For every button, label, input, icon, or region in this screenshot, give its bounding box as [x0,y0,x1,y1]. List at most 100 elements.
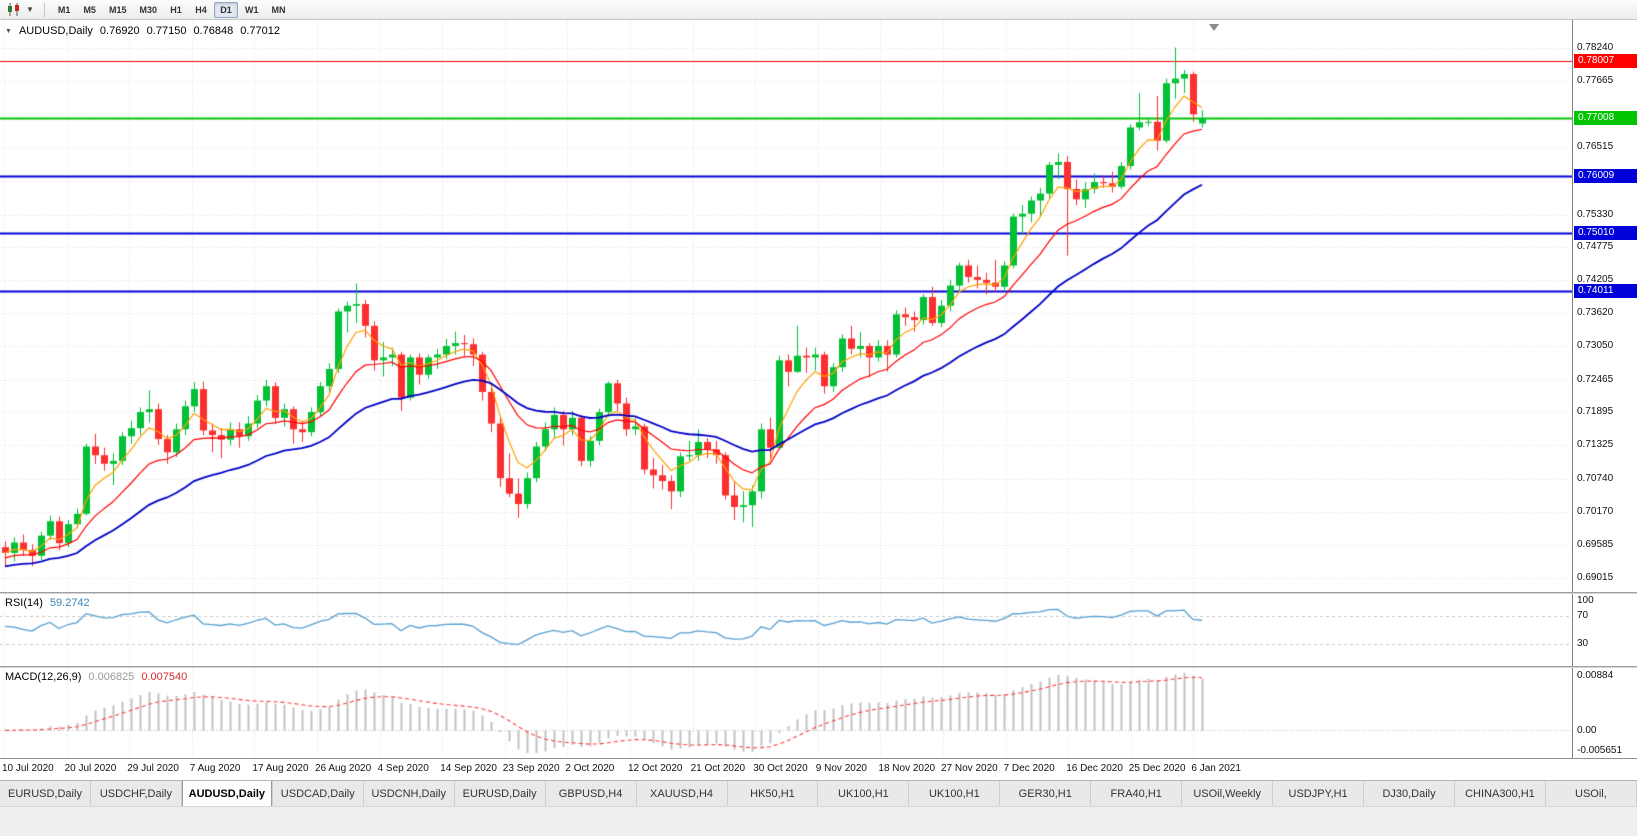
chart-tab[interactable]: FRA40,H1 [1091,781,1183,806]
chart-tab[interactable]: UK100,H1 [909,781,1001,806]
time-axis-label: 18 Nov 2020 [878,763,936,774]
chart-tab[interactable]: USOil,Weekly [1182,781,1274,806]
price-tick-label: 0.72465 [1577,373,1614,385]
chart-tab[interactable]: USOil, [1545,781,1637,806]
chart-tab[interactable]: UK100,H1 [818,781,910,806]
price-tick-label: 0.77665 [1577,74,1614,86]
timeframe-button-H1[interactable]: H1 [164,2,188,18]
macd-axis-label: -0.005651 [1577,745,1623,756]
rsi-name: RSI(14) [5,597,43,609]
chart-tab[interactable]: XAUUSD,H4 [636,781,728,806]
time-axis-label: 20 Jul 2020 [64,763,117,774]
price-tick-label: 0.75330 [1577,208,1614,220]
chart-type-dropdown-caret[interactable]: ▼ [26,5,34,14]
price-tick-label: 0.74775 [1577,240,1614,252]
chart-tab[interactable]: HK50,H1 [727,781,819,806]
rsi-canvas[interactable] [0,594,1572,666]
chart-tab[interactable]: EURUSD,Daily [454,781,546,806]
price-tick-label: 0.70740 [1577,472,1614,484]
timeframe-toolbar: ▼ M1 M5 M15 M30 H1 H4 D1 W1 MN [0,0,1637,20]
timeframe-button-D1[interactable]: D1 [213,1,238,18]
timeframe-button-H4[interactable]: H4 [189,2,213,18]
time-axis-label: 27 Nov 2020 [941,763,998,774]
status-bar [0,806,1637,836]
chart-tab[interactable]: USDCNH,Daily [363,781,455,806]
price-tick-label: 0.71895 [1577,406,1614,418]
macd-canvas[interactable] [0,668,1572,758]
price-tick-label: 0.73620 [1577,307,1614,319]
ohlc-low: 0.76848 [193,25,234,37]
time-axis-label: 12 Oct 2020 [628,763,683,774]
rsi-value: 59.2742 [49,597,90,609]
macd-main-value: 0.006825 [88,671,135,683]
price-line-badge: 0.77008 [1574,111,1637,126]
rsi-axis-label: 70 [1577,609,1589,621]
pane-divider[interactable] [0,666,1637,668]
time-axis-label: 2 Oct 2020 [565,763,615,774]
time-axis-label: 7 Aug 2020 [189,763,241,774]
chart-tab[interactable]: GBPUSD,H4 [545,781,637,806]
price-tick-label: 0.69585 [1577,539,1614,551]
timeframe-button-M1[interactable]: M1 [52,2,77,18]
macd-label: MACD(12,26,9) 0.006825 0.007540 [5,671,187,683]
time-axis-label: 9 Nov 2020 [815,763,867,774]
chart-type-icon[interactable] [4,2,24,17]
time-axis-label: 26 Aug 2020 [315,763,372,774]
time-axis-label: 6 Jan 2021 [1191,763,1241,774]
pane-divider[interactable] [0,592,1637,594]
ohlc-high: 0.77150 [146,25,187,37]
price-axis[interactable]: 0.78240 0.77665 0.76515 0.75330 0.74775 0.742… [1572,20,1637,758]
price-tick-label: 0.69015 [1577,571,1614,583]
chart-tab[interactable]: USDCHF,Daily [90,781,182,806]
price-line-badge: 0.75010 [1574,226,1637,241]
collapse-arrow-icon[interactable]: ▼ [5,27,12,35]
time-axis-label: 17 Aug 2020 [252,763,309,774]
price-tick-label: 0.71325 [1577,439,1614,451]
rsi-axis-label: 100 [1577,595,1594,606]
chart-tab[interactable]: CHINA300,H1 [1455,781,1546,806]
chart-symbol: AUDUSD,Daily [18,25,93,37]
macd-pane: MACD(12,26,9) 0.006825 0.007540 [0,668,1572,758]
rsi-pane: RSI(14) 59.2742 [0,594,1572,666]
toolbar-separator [43,2,45,17]
price-tick-label: 0.70170 [1577,505,1614,517]
chart-tab[interactable]: EURUSD,Daily [0,781,91,806]
chart-tab[interactable]: DJ30,Daily [1364,781,1455,806]
time-axis-label: 7 Dec 2020 [1003,763,1055,774]
chart-tab[interactable]: USDJPY,H1 [1273,781,1365,806]
macd-name: MACD(12,26,9) [5,671,82,683]
main-chart-pane: ▼ AUDUSD,Daily 0.76920 0.77150 0.76848 0… [0,20,1572,592]
time-axis[interactable]: 10 Jul 2020 20 Jul 2020 29 Jul 2020 7 Aug 2… [0,758,1637,780]
price-line-badge: 0.74011 [1574,283,1637,298]
chart-tab[interactable]: AUDUSD,Daily [181,781,273,806]
chart-tab[interactable]: USDCAD,Daily [272,781,364,806]
chart-shift-marker[interactable] [1209,24,1219,31]
chart-tab[interactable]: GER30,H1 [1000,781,1092,806]
macd-axis-label: 0.00884 [1577,670,1614,681]
price-chart-canvas[interactable] [0,20,1572,592]
ohlc-open: 0.76920 [99,25,140,37]
timeframe-button-M15[interactable]: M15 [103,2,133,18]
timeframe-buttons: M1 M5 M15 M30 H1 H4 D1 W1 MN [52,1,292,18]
time-axis-label: 30 Oct 2020 [753,763,808,774]
price-tick-label: 0.76515 [1577,140,1614,152]
time-axis-label: 10 Jul 2020 [2,763,54,774]
price-tick-label: 0.73050 [1577,339,1614,351]
time-axis-label: 29 Jul 2020 [127,763,179,774]
time-axis-label: 23 Sep 2020 [502,763,560,774]
timeframe-button-W1[interactable]: W1 [239,2,265,18]
time-axis-label: 21 Oct 2020 [690,763,746,774]
timeframe-button-M5[interactable]: M5 [77,2,102,18]
ohlc-close: 0.77012 [240,25,280,37]
candlestick-icon [8,3,19,16]
time-axis-label: 16 Dec 2020 [1066,763,1123,774]
macd-axis-label: 0.00 [1577,724,1597,736]
rsi-axis-label: 30 [1577,638,1589,650]
time-axis-label: 4 Sep 2020 [377,763,429,774]
price-line-badge: 0.76009 [1574,168,1637,183]
chart-tab-bar: EURUSD,Daily USDCHF,Daily AUDUSD,Daily USDC… [0,780,1637,806]
macd-signal-value: 0.007540 [141,671,188,683]
timeframe-button-M30[interactable]: M30 [133,2,163,18]
timeframe-button-MN[interactable]: MN [265,2,291,18]
